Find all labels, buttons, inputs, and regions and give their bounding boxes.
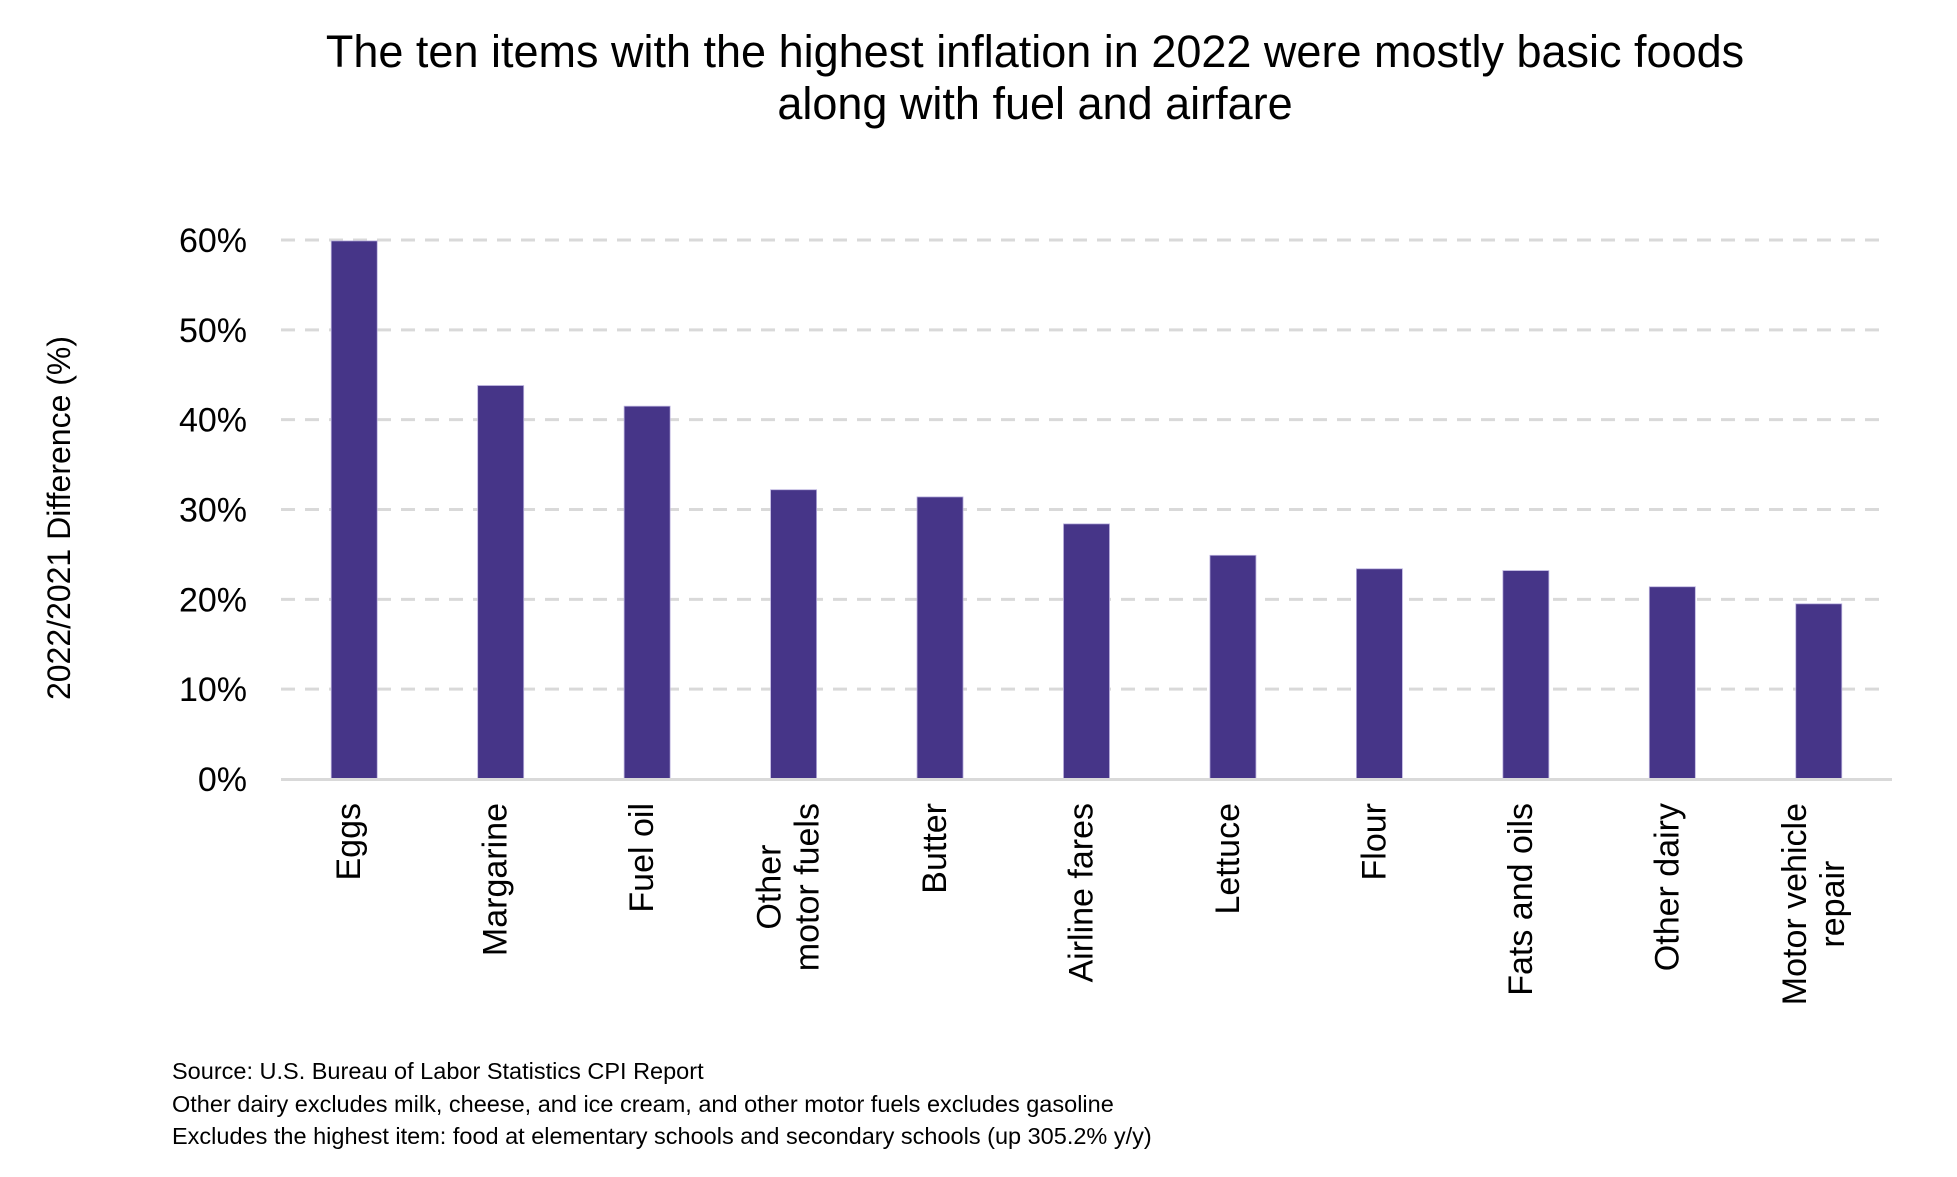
- y-tick-label: 0%: [198, 761, 247, 799]
- x-tick-label: Eggs: [330, 803, 368, 881]
- x-tick-label: Other dairy: [1648, 803, 1686, 971]
- exclusion-note: Excludes the highest item: food at eleme…: [172, 1123, 1152, 1149]
- x-axis-labels: Eggs Margarine Fuel oil Othermotor fuels But…: [330, 803, 1852, 1005]
- x-tick-label: Fats and oils: [1502, 803, 1540, 996]
- x-tick-label: Flour: [1355, 803, 1393, 880]
- x-tick-label: Lettuce: [1209, 803, 1247, 915]
- y-tick-label: 20%: [179, 581, 247, 619]
- bar: [1795, 603, 1843, 780]
- y-tick-label: 10%: [179, 671, 247, 709]
- bar: [1648, 586, 1696, 780]
- bar: [330, 240, 378, 780]
- bar: [770, 489, 817, 780]
- x-tick-label: Fuel oil: [623, 803, 661, 913]
- y-tick-label: 40%: [179, 402, 247, 440]
- footnotes: Source: U.S. Bureau of Labor Statistics …: [172, 1055, 1152, 1153]
- source-note: Source: U.S. Bureau of Labor Statistics …: [172, 1058, 704, 1084]
- chart-title-line-1: The ten items with the highest inflation…: [325, 26, 1745, 77]
- bar: [623, 405, 671, 780]
- bar: [477, 385, 525, 780]
- x-tick-label: Motor vehiclerepair: [1776, 803, 1852, 1005]
- y-tick-label: 50%: [179, 312, 247, 350]
- x-tick-label: Airline fares: [1063, 803, 1101, 983]
- bar: [1502, 570, 1550, 780]
- x-tick-label: Butter: [916, 803, 954, 894]
- y-axis-title: 2022/2021 Difference (%): [41, 336, 77, 700]
- chart-title: The ten items with the highest inflation…: [0, 26, 1957, 130]
- x-tick-label: Othermotor fuels: [751, 803, 827, 971]
- y-axis-ticks: 0% 10% 20% 30% 40% 50% 60%: [179, 222, 247, 799]
- definition-note: Other dairy excludes milk, cheese, and i…: [172, 1090, 1114, 1117]
- y-tick-label: 30%: [179, 492, 247, 530]
- bar: [916, 496, 964, 780]
- bar: [1209, 554, 1257, 780]
- bar: [1356, 568, 1403, 780]
- chart-title-line-2: along with fuel and airfare: [777, 78, 1293, 129]
- x-tick-label: Margarine: [477, 803, 515, 956]
- bar: [1063, 523, 1110, 780]
- y-tick-label: 60%: [179, 222, 247, 260]
